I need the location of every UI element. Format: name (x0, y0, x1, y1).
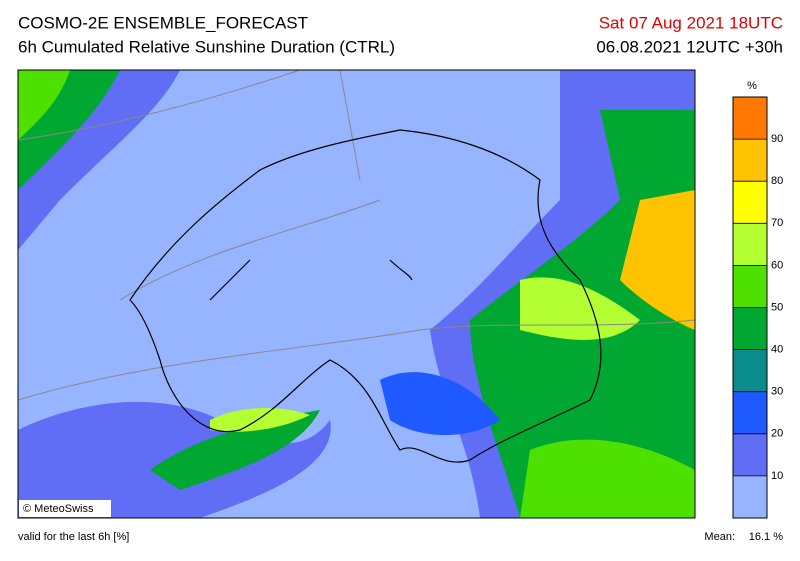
legend-swatch (733, 391, 767, 434)
valid-date: Sat 07 Aug 2021 18UTC (599, 13, 783, 32)
legend-swatch (733, 223, 767, 266)
map: © MeteoSwiss (17, 69, 696, 519)
legend-tick-label: 20 (771, 428, 783, 440)
legend-swatch (733, 433, 767, 476)
legend-tick-label: 50 (771, 301, 783, 313)
title: COSMO-2E ENSEMBLE_FORECAST (18, 13, 308, 32)
legend-tick-label: 70 (771, 217, 783, 229)
legend-swatch (733, 307, 767, 350)
legend-swatch (733, 475, 767, 518)
subtitle: 6h Cumulated Relative Sunshine Duration … (18, 37, 395, 56)
legend-tick-label: 90 (771, 133, 783, 145)
credit: © MeteoSwiss (23, 503, 94, 515)
legend-swatch (733, 139, 767, 182)
legend-swatch (733, 265, 767, 308)
legend-tick-label: 10 (771, 470, 783, 482)
legend-tick-label: 80 (771, 175, 783, 187)
color-legend: % 10 20 30 40 50 60 70 80 90 (732, 80, 783, 519)
mean-value: 16.1 % (749, 531, 783, 543)
run-time: 06.08.2021 12UTC +30h (596, 37, 783, 56)
legend-tick-label: 60 (771, 259, 783, 271)
footer-note: valid for the last 6h [%] (18, 531, 129, 543)
legend-swatch (733, 181, 767, 224)
legend-tick-label: 40 (771, 344, 783, 356)
legend-tick-label: 30 (771, 386, 783, 398)
legend-unit: % (747, 80, 757, 92)
legend-swatch (733, 349, 767, 392)
mean-label: Mean: (704, 531, 735, 543)
legend-swatch (733, 97, 767, 140)
